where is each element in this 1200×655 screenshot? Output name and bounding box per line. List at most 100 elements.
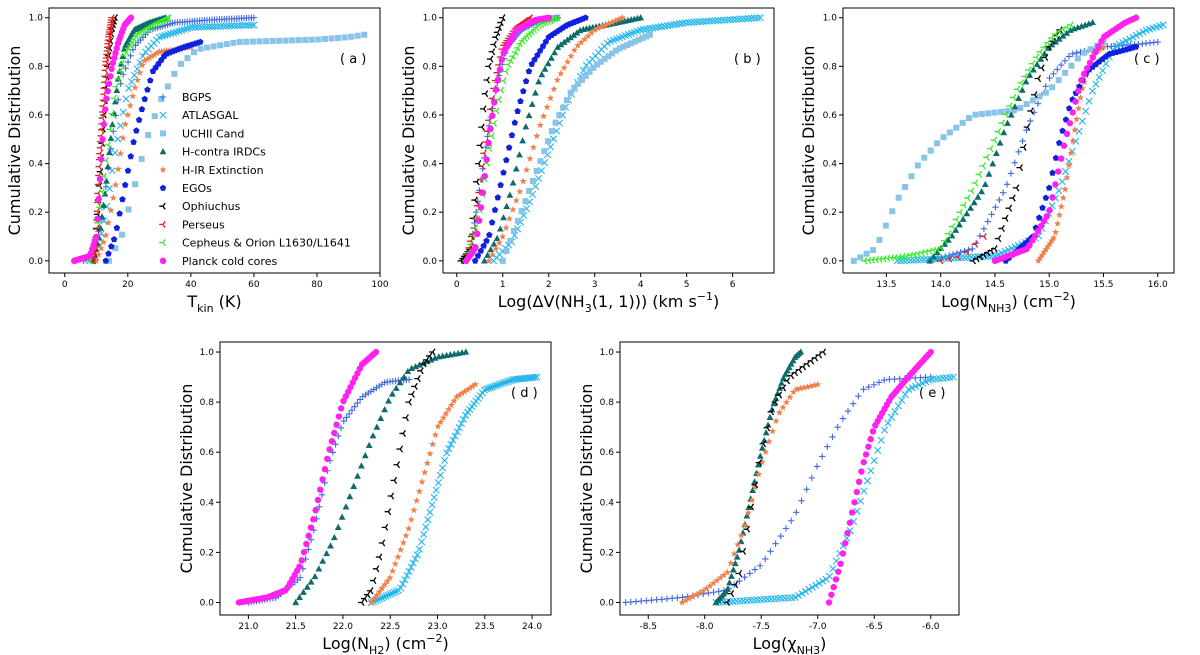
x-tick-label: 15.0 (1039, 280, 1059, 290)
data-point (1009, 194, 1016, 202)
data-point (538, 71, 546, 78)
data-point (479, 189, 487, 196)
y-tick-label: 0.6 (200, 448, 215, 458)
data-point (1038, 64, 1045, 72)
data-point (783, 367, 791, 374)
data-point (197, 38, 204, 45)
series-h-ir-extinction (485, 13, 626, 264)
data-point (567, 33, 574, 41)
data-point (532, 89, 539, 96)
series-group (850, 14, 1167, 265)
data-point (511, 119, 519, 126)
data-point (570, 46, 579, 54)
data-point (648, 24, 656, 32)
data-point (731, 559, 739, 567)
data-point (1030, 91, 1038, 99)
data-point (1007, 111, 1015, 118)
data-point (401, 576, 409, 584)
data-point (381, 523, 389, 531)
data-point (457, 419, 465, 428)
data-point (143, 55, 151, 63)
data-point (480, 149, 487, 157)
data-point (427, 356, 435, 363)
data-point (507, 237, 514, 244)
data-point (383, 577, 391, 585)
data-point (1159, 21, 1167, 29)
data-point (1037, 222, 1045, 230)
data-point (428, 348, 436, 356)
data-point (361, 594, 368, 603)
data-point (777, 594, 785, 602)
data-point (485, 384, 493, 392)
data-point (1012, 184, 1020, 192)
data-point (400, 373, 408, 380)
data-point (660, 22, 668, 30)
data-point (486, 231, 493, 238)
data-point (296, 593, 303, 600)
data-point (560, 38, 568, 45)
data-point (308, 36, 315, 43)
data-point (1074, 55, 1081, 62)
data-point (314, 496, 322, 504)
data-point (378, 584, 386, 592)
data-point (241, 21, 250, 29)
data-point (101, 190, 109, 197)
data-point (643, 33, 650, 40)
data-point (487, 383, 495, 392)
x-tick-label: 22.0 (333, 622, 353, 632)
data-point (493, 28, 501, 36)
data-point (762, 555, 769, 563)
plot-frame (842, 7, 1175, 274)
data-point (365, 441, 373, 448)
data-point (412, 363, 419, 370)
data-point (111, 98, 119, 105)
data-point (1035, 214, 1043, 221)
data-point (105, 257, 112, 264)
data-point (751, 483, 759, 491)
data-point (937, 244, 944, 252)
data-point (646, 31, 653, 38)
data-point (480, 257, 488, 264)
legend-entry: Cepheus & Orion L1630/L1641 (182, 237, 351, 250)
data-point (399, 538, 407, 546)
data-point (637, 14, 645, 21)
panel-label: ( d ) (511, 386, 538, 401)
data-point (812, 581, 820, 589)
data-point (459, 415, 468, 423)
data-point (407, 515, 415, 523)
y-tick-label: 1.0 (423, 14, 438, 24)
data-point (1052, 154, 1060, 161)
y-tick-label: 0.4 (200, 498, 215, 508)
data-point (250, 14, 258, 21)
data-point (1029, 237, 1036, 244)
x-tick-label: 6 (730, 280, 736, 290)
data-point (783, 377, 791, 385)
data-point (492, 86, 500, 93)
data-point (438, 464, 447, 472)
data-point (486, 55, 494, 63)
data-point (402, 531, 410, 539)
data-point (194, 23, 202, 31)
data-point (710, 589, 717, 596)
data-point (420, 360, 427, 368)
data-point (413, 497, 421, 504)
data-point (387, 492, 395, 500)
data-point (953, 124, 960, 131)
data-point (390, 476, 398, 484)
data-point (495, 95, 502, 104)
data-point (998, 108, 1005, 115)
series-ophiuchus (723, 348, 827, 607)
data-point (584, 32, 592, 40)
data-point (475, 217, 483, 224)
data-point (129, 92, 137, 100)
data-point (1018, 86, 1026, 93)
series-group (235, 348, 541, 607)
data-point (990, 136, 998, 144)
data-point (571, 84, 578, 91)
data-point (974, 193, 982, 200)
data-point (1030, 66, 1037, 73)
data-point (458, 389, 466, 397)
data-point (214, 22, 222, 31)
data-point (526, 154, 534, 162)
data-point (628, 40, 635, 47)
